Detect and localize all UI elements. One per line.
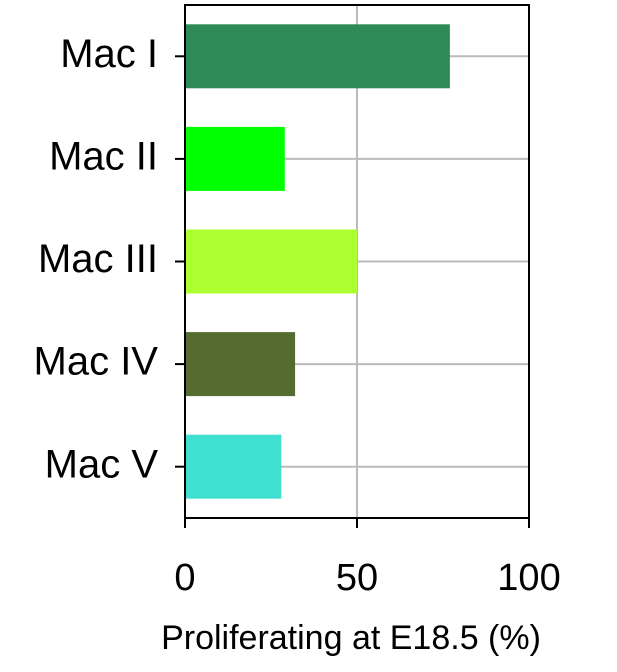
bar bbox=[185, 229, 357, 294]
x-axis-label: Proliferating at E18.5 (%) bbox=[161, 619, 541, 657]
bar bbox=[185, 126, 285, 191]
y-tick-label: Mac IV bbox=[34, 340, 159, 384]
x-tick-label: 100 bbox=[497, 557, 560, 599]
y-tick-label: Mac III bbox=[38, 237, 158, 281]
bar bbox=[185, 434, 282, 499]
plot-frame bbox=[184, 4, 530, 519]
bar bbox=[185, 332, 296, 397]
x-tick-label: 50 bbox=[336, 557, 378, 599]
x-tick-label: 0 bbox=[174, 557, 195, 599]
y-tick-label: Mac I bbox=[60, 32, 158, 76]
y-tick-label: Mac II bbox=[49, 134, 158, 178]
bar bbox=[185, 24, 450, 89]
y-tick-label: Mac V bbox=[45, 442, 159, 486]
